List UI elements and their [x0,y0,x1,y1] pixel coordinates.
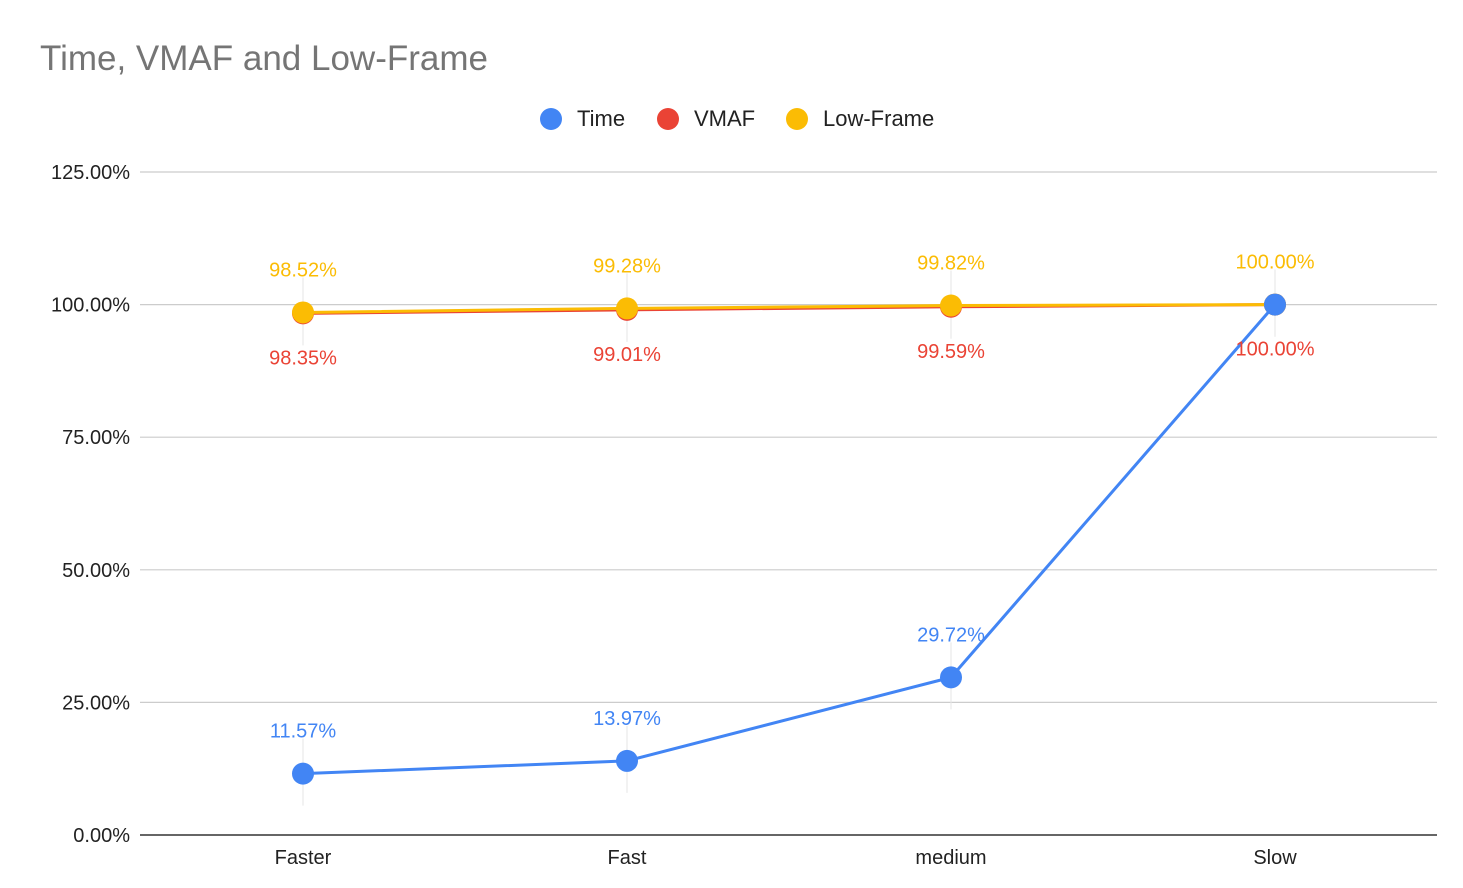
y-tick-label: 75.00% [62,427,130,449]
data-label: 100.00% [1236,252,1315,274]
chart-title: Time, VMAF and Low-Frame [40,39,488,78]
data-label: 99.59% [917,341,985,363]
legend-item: Low-Frame [786,106,934,131]
data-label: 98.35% [269,347,337,369]
legend-marker-low-frame [786,108,808,130]
legend-marker-time [540,108,562,130]
data-point [292,762,314,785]
data-point [940,666,962,689]
data-label: 98.52% [269,259,337,281]
data-label-ticks [302,269,1276,806]
legend-marker-vmaf [657,108,679,130]
y-tick-label: 25.00% [62,692,130,714]
legend-label: VMAF [694,106,755,131]
data-label: 99.82% [917,253,985,275]
data-label: 29.72% [917,624,985,646]
x-axis: Faster Fast medium Slow [140,834,1437,869]
data-point [616,297,638,320]
data-label: 100.00% [1236,339,1315,361]
y-tick-label: 100.00% [51,295,130,317]
legend-label: Low-Frame [823,106,934,131]
chart-legend: Time VMAF Low-Frame [540,106,934,131]
data-labels: 11.57% 13.97% 29.72% 98.35% 99.01% 99.59% 100.… [269,252,1315,743]
series-line-time [302,303,1277,776]
legend-item: VMAF [657,106,755,131]
series-time [292,293,1286,785]
legend-label: Time [577,106,625,131]
data-label: 11.57% [270,721,337,743]
series-vmaf [292,293,1286,325]
data-point [1264,293,1286,316]
data-label: 13.97% [593,708,661,730]
x-tick-label: Fast [608,847,647,869]
data-label: 99.28% [593,255,661,277]
series-layer [292,293,1286,785]
x-tick-label: medium [915,847,986,869]
data-point [616,749,638,772]
series-line-low-frame [302,303,1276,314]
y-tick-label: 0.00% [73,825,130,847]
x-tick-label: Faster [275,847,332,869]
data-label: 99.01% [593,344,661,366]
data-point [940,294,962,317]
legend-item: Time [540,106,625,131]
y-tick-label: 125.00% [51,162,130,184]
x-tick-label: Slow [1253,847,1297,869]
y-tick-label: 50.00% [62,560,130,582]
data-point [292,301,314,324]
y-axis: 0.00% 25.00% 50.00% 75.00% 100.00% 125.00% [51,162,130,847]
